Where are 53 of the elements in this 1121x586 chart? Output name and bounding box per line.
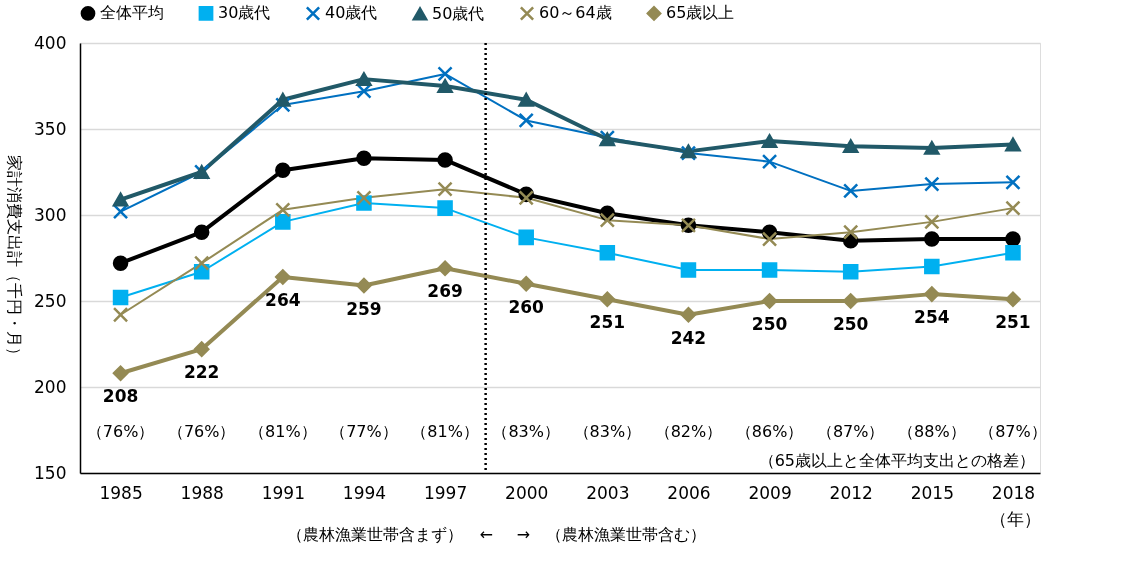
data-label: 269 xyxy=(427,281,463,302)
data-label: 250 xyxy=(832,314,869,334)
x-tick-label: 2003 xyxy=(586,482,630,503)
x-tick-label: 1997 xyxy=(423,482,468,503)
annotation: （81%） xyxy=(249,422,317,442)
y-tick-label: 200 xyxy=(34,376,67,397)
annotation: （65歳以上と全体平均支出との格差） xyxy=(758,451,1035,470)
y-tick-label: 250 xyxy=(34,290,67,311)
annotation: （82%） xyxy=(654,422,723,442)
annotation: （87%） xyxy=(979,422,1047,442)
data-label: 259 xyxy=(346,298,382,319)
data-label: 251 xyxy=(589,312,626,333)
text: （農林漁業世帯含まず） ← xyxy=(287,525,493,544)
y-tick-label: 350 xyxy=(34,118,67,139)
x-tick-label: 2012 xyxy=(829,482,873,503)
annotation: （86%） xyxy=(735,422,804,442)
annotation: （76%） xyxy=(167,422,236,442)
x-tick-label: 2009 xyxy=(748,482,792,503)
x-tick-label: 2018 xyxy=(991,482,1036,503)
annotation: （87%） xyxy=(816,422,885,442)
annotation: （83%） xyxy=(492,422,560,442)
x-tick-label: 1994 xyxy=(342,482,387,503)
x-axis-title: （年） xyxy=(989,508,1041,529)
y-tick-label: 150 xyxy=(34,462,67,483)
x-tick-label: 1988 xyxy=(180,482,224,503)
y-axis-title: 家計消費支出計（千円・月） xyxy=(5,154,25,363)
annotation: （83%） xyxy=(573,422,642,442)
data-label: 242 xyxy=(670,327,707,348)
annotation: （88%） xyxy=(898,422,966,442)
text: → （農林漁業世帯含む） xyxy=(516,525,707,544)
data-label: 222 xyxy=(183,362,220,383)
legend-label: 60～64歳 xyxy=(539,3,612,23)
data-label: 208 xyxy=(102,386,139,407)
annotation: （76%） xyxy=(86,422,155,442)
y-tick-label: 400 xyxy=(34,32,67,53)
annotation: （77%） xyxy=(330,422,398,442)
data-label: 254 xyxy=(914,307,950,328)
data-label: 264 xyxy=(265,289,301,310)
x-tick-label: 2006 xyxy=(667,482,711,503)
legend-label: 65歳以上 xyxy=(666,3,735,23)
x-tick-label: 1985 xyxy=(99,482,143,503)
x-tick-label: 2000 xyxy=(505,482,549,503)
legend-label: 50歳代 xyxy=(432,3,485,23)
data-label: 251 xyxy=(995,312,1031,333)
x-tick-label: 2015 xyxy=(910,482,954,503)
x-tick-label: 1991 xyxy=(261,482,305,503)
y-tick-label: 300 xyxy=(34,204,67,225)
legend-label: 全体平均 xyxy=(100,3,164,23)
legend-label: 40歳代 xyxy=(325,3,378,23)
data-label: 250 xyxy=(751,314,788,334)
annotation: （81%） xyxy=(411,422,479,442)
legend-label: 30歳代 xyxy=(218,3,271,23)
data-label: 260 xyxy=(508,296,545,317)
